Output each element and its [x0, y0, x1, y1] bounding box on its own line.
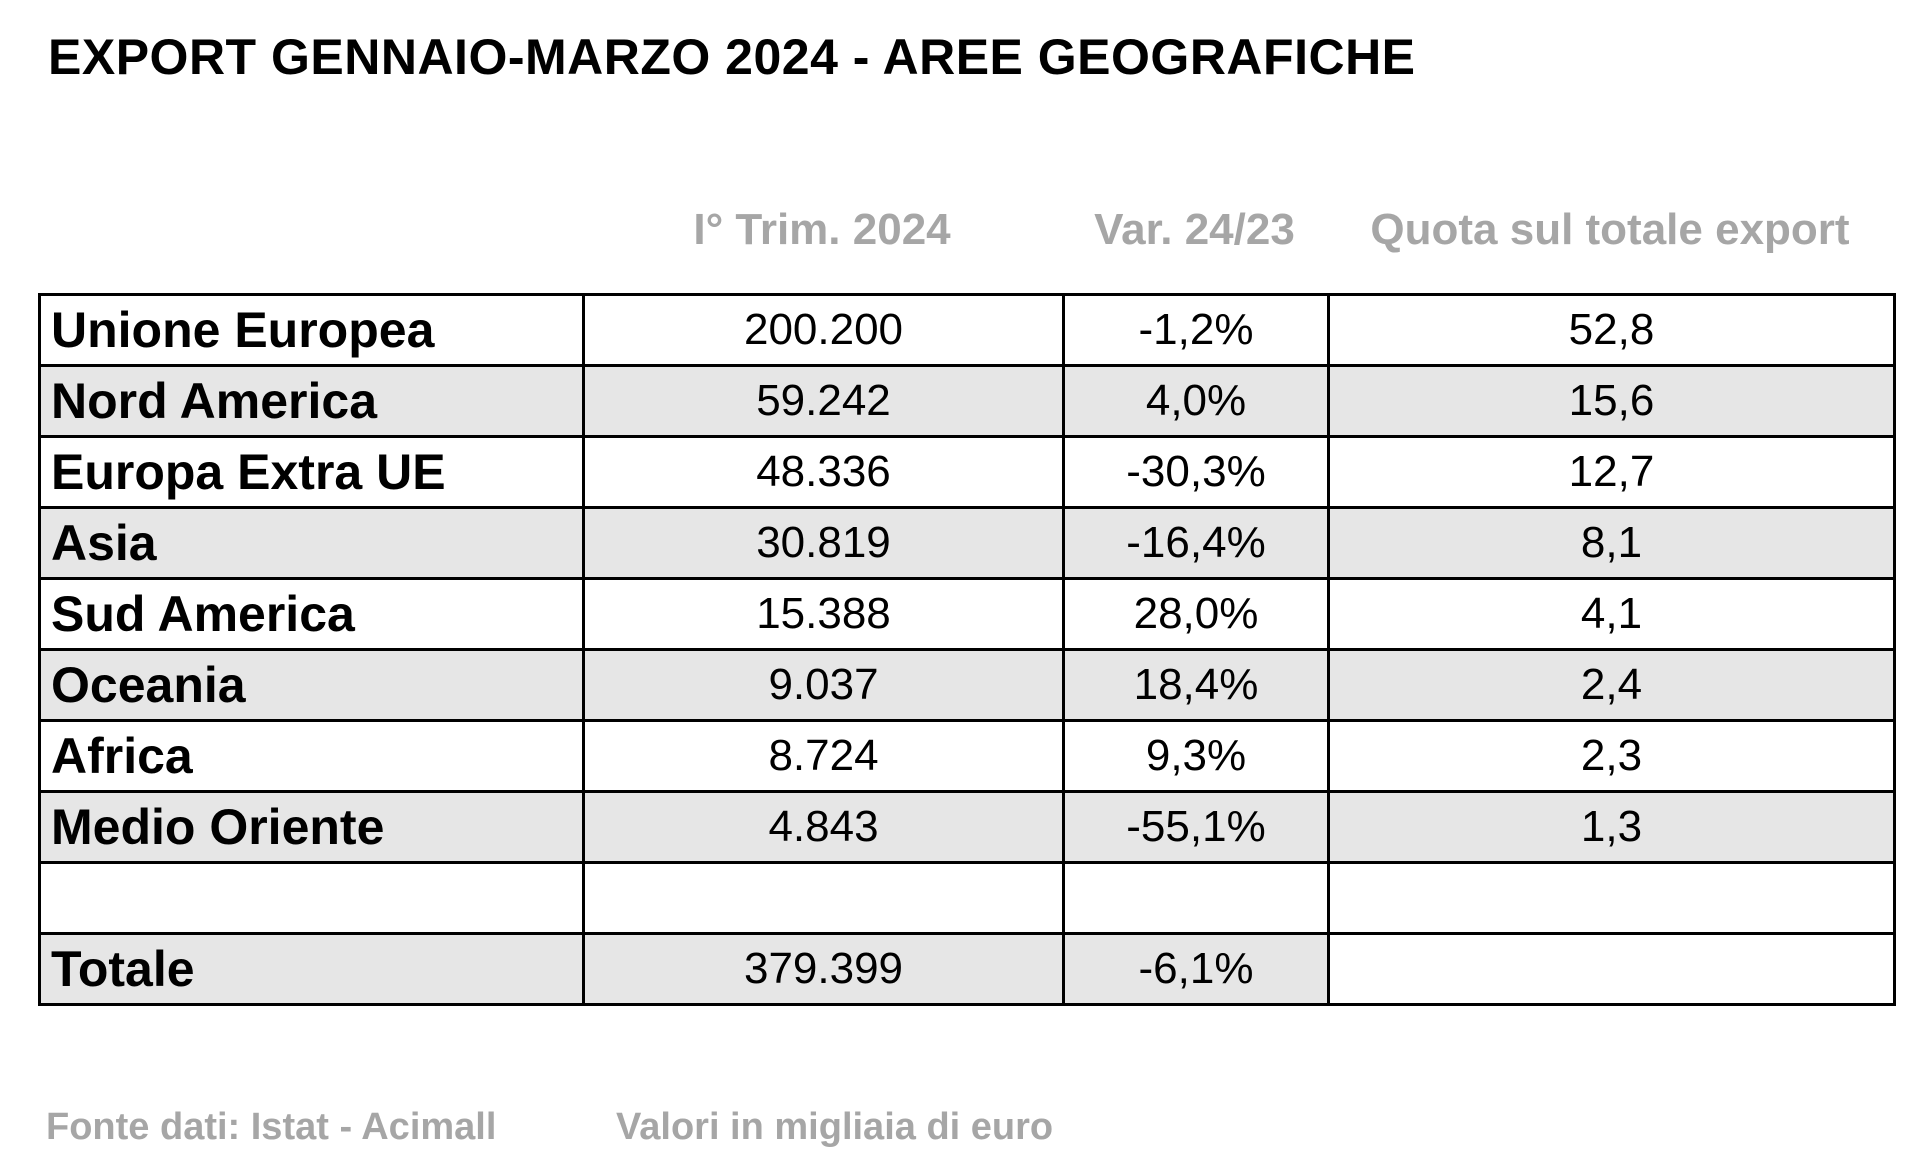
trim-cell: 30.819: [582, 506, 1065, 580]
table-row: Africa 8.724 9,3% 2,3: [38, 719, 1896, 793]
source-note: Fonte dati: Istat - Acimall: [46, 1106, 497, 1148]
quota-cell: 4,1: [1327, 577, 1896, 651]
table-row: Unione Europea 200.200 -1,2% 52,8: [38, 293, 1896, 367]
trim-cell: 59.242: [582, 364, 1065, 438]
total-trim-cell: 379.399: [582, 932, 1065, 1006]
table-row: Medio Oriente 4.843 -55,1% 1,3: [38, 790, 1896, 864]
table-row: Oceania 9.037 18,4% 2,4: [38, 648, 1896, 722]
column-header-quota: Quota sul totale export: [1370, 205, 1850, 254]
var-cell: -1,2%: [1062, 293, 1330, 367]
area-cell: Asia: [38, 506, 585, 580]
trim-cell: 48.336: [582, 435, 1065, 509]
column-header-trim: I° Trim. 2024: [693, 205, 951, 254]
table-row: Sud America 15.388 28,0% 4,1: [38, 577, 1896, 651]
area-cell: Sud America: [38, 577, 585, 651]
empty-cell: [1062, 861, 1330, 935]
quota-cell: 8,1: [1327, 506, 1896, 580]
trim-cell: 200.200: [582, 293, 1065, 367]
total-var-cell: -6,1%: [1062, 932, 1330, 1006]
empty-cell: [38, 861, 585, 935]
area-cell: Unione Europea: [38, 293, 585, 367]
area-cell: Nord America: [38, 364, 585, 438]
var-cell: 9,3%: [1062, 719, 1330, 793]
var-cell: 4,0%: [1062, 364, 1330, 438]
quota-cell: 52,8: [1327, 293, 1896, 367]
trim-cell: 4.843: [582, 790, 1065, 864]
var-cell: 18,4%: [1062, 648, 1330, 722]
export-table: Unione Europea 200.200 -1,2% 52,8 Nord A…: [38, 293, 1896, 1006]
table-row: Asia 30.819 -16,4% 8,1: [38, 506, 1896, 580]
empty-row: [38, 861, 1896, 935]
page-title: EXPORT GENNAIO-MARZO 2024 - AREE GEOGRAF…: [48, 29, 1416, 85]
area-cell: Africa: [38, 719, 585, 793]
trim-cell: 8.724: [582, 719, 1065, 793]
unit-note: Valori in migliaia di euro: [616, 1106, 1054, 1148]
area-cell: Medio Oriente: [38, 790, 585, 864]
quota-cell: 2,3: [1327, 719, 1896, 793]
quota-cell: 2,4: [1327, 648, 1896, 722]
var-cell: -55,1%: [1062, 790, 1330, 864]
table-row: Europa Extra UE 48.336 -30,3% 12,7: [38, 435, 1896, 509]
var-cell: -30,3%: [1062, 435, 1330, 509]
area-cell: Europa Extra UE: [38, 435, 585, 509]
column-header-var: Var. 24/23: [1094, 205, 1295, 254]
total-row: Totale 379.399 -6,1%: [38, 932, 1896, 1006]
area-cell: Oceania: [38, 648, 585, 722]
var-cell: -16,4%: [1062, 506, 1330, 580]
total-quota-cell: [1327, 932, 1896, 1006]
trim-cell: 15.388: [582, 577, 1065, 651]
empty-cell: [582, 861, 1065, 935]
quota-cell: 15,6: [1327, 364, 1896, 438]
table-row: Nord America 59.242 4,0% 15,6: [38, 364, 1896, 438]
empty-cell: [1327, 861, 1896, 935]
trim-cell: 9.037: [582, 648, 1065, 722]
quota-cell: 1,3: [1327, 790, 1896, 864]
quota-cell: 12,7: [1327, 435, 1896, 509]
total-label: Totale: [38, 932, 585, 1006]
var-cell: 28,0%: [1062, 577, 1330, 651]
